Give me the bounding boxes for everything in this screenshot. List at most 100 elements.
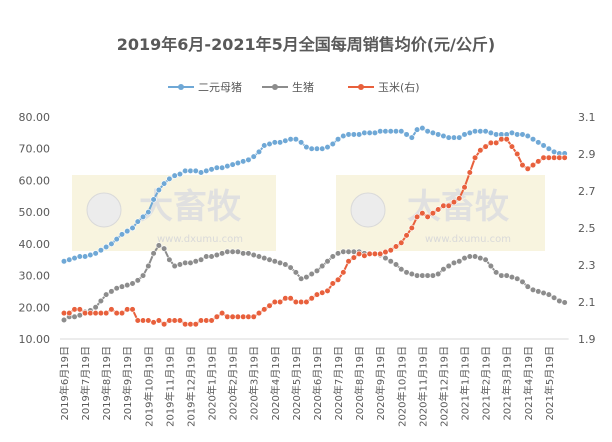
x-tick-label: 2020年4月19日 (269, 346, 282, 421)
point (282, 261, 289, 268)
point (66, 310, 73, 317)
point (340, 132, 347, 140)
point (97, 247, 104, 254)
point (292, 298, 299, 306)
point (192, 321, 199, 328)
point (66, 256, 73, 263)
point (150, 250, 157, 257)
x-tick-label: 2021年2月19日 (480, 346, 493, 421)
point (435, 206, 442, 213)
x-tick-label: 2020年9月19日 (374, 346, 387, 421)
point (392, 261, 400, 268)
point (271, 298, 278, 306)
point (556, 297, 563, 305)
point (319, 289, 326, 296)
x-tick-label: 2020年2月19日 (227, 346, 240, 421)
point (139, 317, 147, 324)
point (161, 321, 168, 328)
point (471, 154, 479, 161)
point (113, 310, 120, 317)
point (545, 154, 552, 161)
point (155, 186, 162, 194)
point (340, 269, 347, 276)
point (129, 280, 136, 287)
point (514, 275, 521, 282)
point (187, 259, 194, 266)
x-tick-label: 2019年10月19日 (142, 346, 155, 427)
point (551, 148, 558, 155)
y-tick-label: 80.00 (19, 111, 51, 124)
point (382, 248, 389, 256)
y2-tick-label: 2.1 (578, 296, 596, 309)
point (535, 288, 542, 295)
watermark-text: 大畜牧 (407, 187, 510, 227)
y2-tick-label: 2.3 (578, 259, 596, 272)
point (213, 313, 220, 320)
point (498, 272, 505, 279)
point (403, 131, 410, 138)
point (524, 283, 531, 290)
point (387, 247, 394, 254)
point (108, 288, 115, 295)
point (171, 262, 178, 270)
point (413, 126, 421, 133)
point (350, 248, 357, 255)
legend-label: 二元母猪 (198, 81, 242, 94)
point (245, 313, 252, 320)
point (487, 262, 494, 270)
point (487, 129, 494, 136)
point (456, 195, 463, 202)
point (440, 266, 447, 273)
watermark: 大畜牧 www.dxumu.com 大畜牧 www.dxumu.com (72, 175, 545, 251)
point (529, 286, 537, 293)
point (461, 184, 468, 191)
watermark-url: www.dxumu.com (425, 234, 511, 245)
x-tick-label: 2020年3月19日 (248, 346, 261, 421)
point (287, 136, 294, 143)
point (71, 313, 78, 320)
point (240, 250, 247, 257)
point (435, 131, 442, 138)
point (329, 253, 336, 260)
point (424, 272, 431, 279)
point (219, 250, 226, 257)
point (519, 278, 526, 286)
point (382, 255, 389, 262)
point (92, 310, 99, 317)
point (203, 317, 210, 324)
point (361, 252, 368, 259)
point (313, 291, 321, 298)
point (203, 253, 210, 260)
y-tick-label: 20.00 (19, 301, 51, 314)
point (429, 272, 437, 279)
x-tick-label: 2020年6月19日 (311, 346, 324, 421)
point (466, 169, 473, 176)
point (103, 243, 110, 251)
point (435, 270, 442, 278)
legend-label: 玉米(右) (378, 80, 420, 94)
point (261, 306, 268, 313)
point (514, 150, 521, 158)
point (197, 256, 205, 263)
point (424, 213, 431, 220)
point (124, 306, 131, 313)
point (213, 251, 220, 259)
point (350, 131, 357, 138)
x-tick-label: 2019年8月19日 (100, 346, 113, 421)
point (81, 253, 89, 260)
point (271, 139, 278, 146)
legend-label: 生猪 (292, 80, 314, 94)
point (429, 210, 437, 217)
point (97, 297, 104, 305)
point (319, 145, 326, 152)
point (440, 132, 447, 140)
point (408, 224, 415, 232)
point (366, 129, 373, 136)
point (187, 167, 194, 175)
point (282, 295, 289, 302)
point (103, 310, 110, 317)
point (493, 269, 500, 276)
point (298, 275, 305, 282)
point (224, 163, 231, 170)
point (303, 298, 310, 306)
